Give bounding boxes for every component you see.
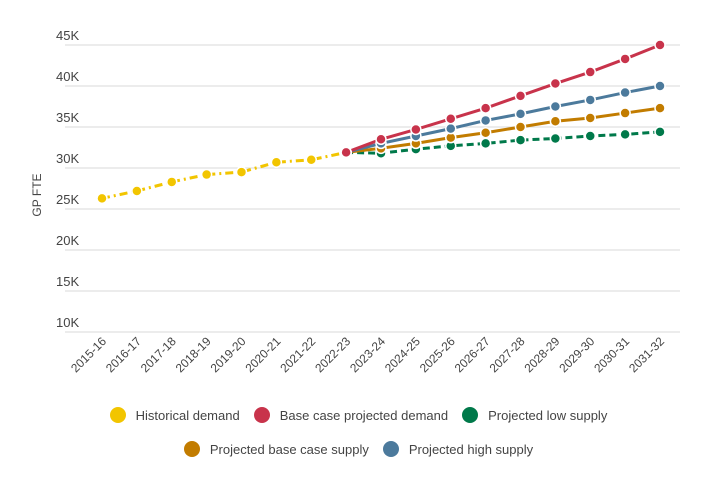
x-tick-label: 2026-27 (452, 334, 493, 375)
data-point (584, 94, 596, 106)
x-tick-label: 2018-19 (173, 334, 214, 375)
series-line (345, 84, 661, 154)
series-line (346, 130, 661, 155)
data-point (654, 80, 666, 92)
legend-item[interactable]: Projected high supply (382, 441, 534, 457)
x-tick-label: 2029-30 (556, 334, 597, 375)
legend-dot-icon (109, 407, 126, 423)
data-point (131, 185, 143, 197)
x-tick-label: 2022-23 (312, 334, 353, 375)
data-point (549, 77, 562, 90)
data-point (166, 176, 178, 188)
x-tick-label: 2030-31 (591, 334, 632, 375)
data-point (479, 137, 492, 150)
data-point (549, 132, 562, 145)
y-tick-label: 15K (56, 274, 79, 289)
x-tick-label: 2020-21 (242, 334, 283, 375)
data-point (549, 115, 562, 128)
data-point (514, 108, 527, 120)
x-tick-label: 2027-28 (487, 334, 528, 375)
x-tick-label: 2028-29 (521, 334, 562, 375)
data-point (340, 146, 352, 159)
legend-dot-icon (183, 441, 200, 457)
x-tick-label: 2015-16 (68, 334, 109, 375)
series-line (101, 150, 347, 200)
data-point (96, 192, 108, 205)
data-point (235, 166, 248, 178)
data-point (445, 122, 457, 135)
y-tick-label: 30K (56, 151, 79, 166)
data-point (445, 113, 457, 125)
legend-item[interactable]: Historical demand (109, 407, 240, 423)
data-point (654, 102, 666, 114)
data-point (584, 66, 596, 78)
data-point (514, 134, 527, 146)
legend-label: Base case projected demand (279, 407, 449, 423)
data-point (200, 168, 213, 181)
legend-item[interactable]: Projected low supply (462, 407, 607, 423)
data-point (479, 126, 492, 139)
legend-row: Historical demand Base case projected dem… (0, 407, 717, 423)
y-tick-label: 10K (56, 315, 79, 330)
x-tick-label: 2025-26 (417, 334, 458, 375)
data-point (305, 154, 317, 166)
data-point (270, 156, 283, 169)
legend-label: Historical demand (135, 407, 240, 423)
data-point (619, 128, 631, 141)
x-tick-label: 2017-18 (138, 334, 179, 375)
legend-label: Projected base case supply (209, 441, 369, 457)
data-point (584, 112, 596, 124)
data-point (410, 123, 422, 136)
y-tick-label: 25K (56, 192, 79, 207)
data-point (479, 102, 492, 114)
data-point (514, 90, 527, 102)
x-tick-label: 2031-32 (626, 334, 667, 375)
y-tick-label: 35K (56, 110, 79, 125)
series-line (345, 106, 661, 154)
x-tick-label: 2021-22 (277, 334, 318, 375)
legend-dot-icon (382, 441, 399, 457)
data-point (619, 107, 631, 119)
data-point (549, 100, 562, 113)
data-point (375, 133, 387, 146)
y-tick-label: 20K (56, 233, 79, 248)
data-point (514, 121, 527, 133)
data-point (619, 86, 631, 99)
series-line (345, 43, 661, 154)
legend-item[interactable]: Base case projected demand (253, 407, 449, 423)
y-tick-label: 40K (56, 69, 79, 84)
legend-dot-icon (462, 407, 479, 423)
x-tick-label: 2016-17 (103, 334, 144, 375)
data-point (584, 130, 596, 142)
data-point (619, 53, 631, 65)
legend-label: Projected low supply (488, 407, 608, 423)
y-axis-label: GP FTE (30, 173, 44, 216)
data-point (654, 39, 666, 51)
legend-item[interactable]: Projected base case supply (183, 441, 369, 457)
x-tick-label: 2019-20 (208, 334, 249, 375)
data-point (479, 114, 492, 127)
data-point (654, 126, 666, 138)
x-tick-label: 2023-24 (347, 334, 388, 375)
legend-dot-icon (253, 407, 270, 423)
y-tick-label: 45K (56, 28, 79, 43)
x-tick-label: 2024-25 (382, 334, 423, 375)
legend-label: Projected high supply (408, 441, 534, 457)
legend-row: Projected base case supply Projected high… (0, 441, 717, 457)
